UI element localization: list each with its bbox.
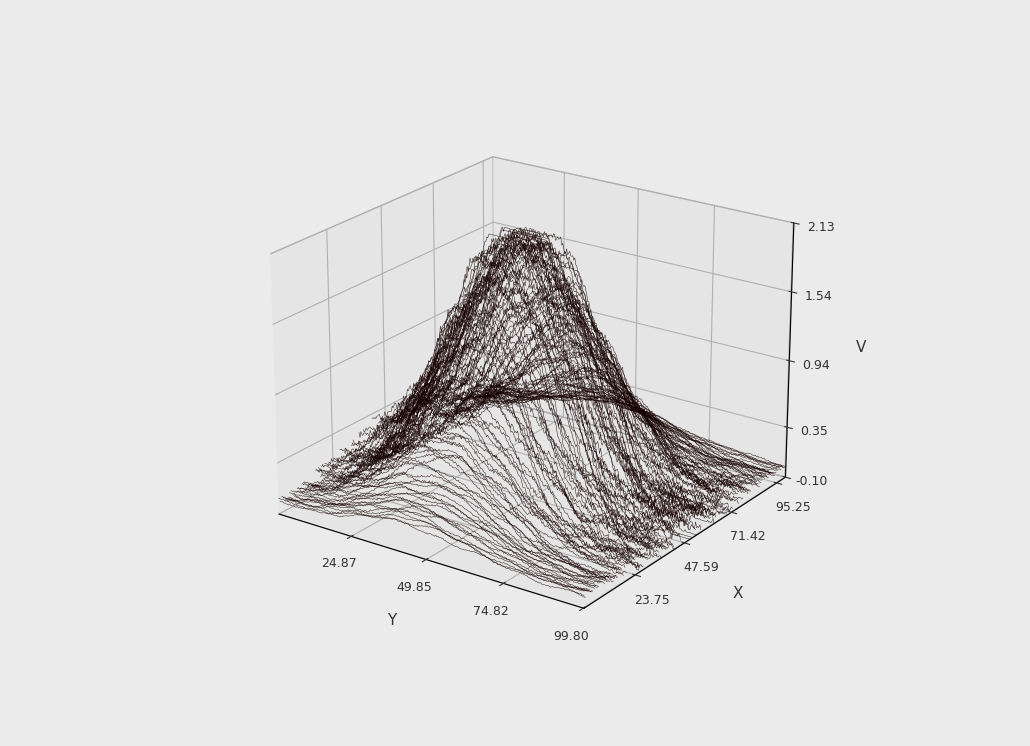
Y-axis label: X: X xyxy=(732,586,743,601)
X-axis label: Y: Y xyxy=(387,612,397,628)
